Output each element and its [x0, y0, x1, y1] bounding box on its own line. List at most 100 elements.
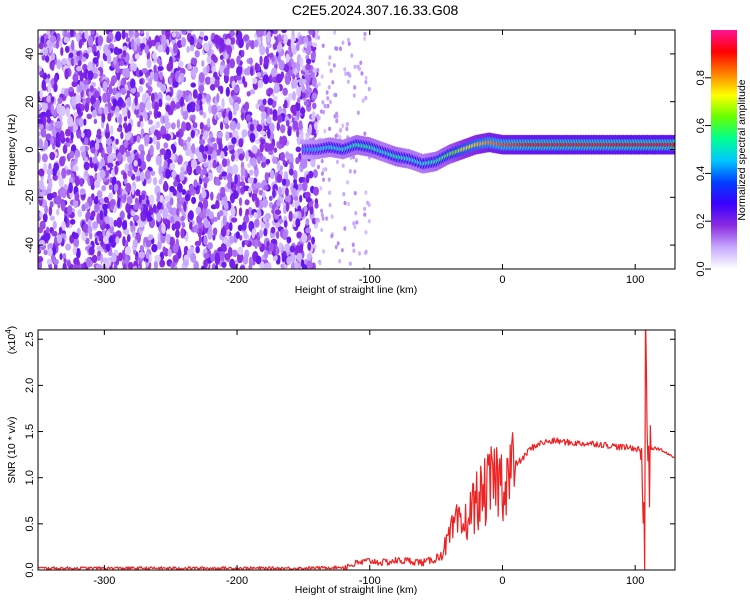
noise-speckle — [84, 168, 88, 178]
noise-speckle — [64, 128, 71, 137]
noise-speckle — [38, 139, 44, 149]
noise-speckle — [220, 227, 227, 237]
noise-speckle — [175, 131, 181, 138]
noise-speckle — [92, 57, 99, 64]
noise-speckle — [261, 192, 266, 199]
noise-speckle — [131, 184, 135, 196]
noise-speckle — [67, 116, 74, 127]
noise-speckle — [297, 183, 304, 191]
noise-speckle — [169, 216, 175, 224]
noise-speckle — [198, 139, 206, 145]
noise-speckle — [84, 137, 89, 146]
noise-speckle — [56, 103, 61, 115]
noise-speckle — [234, 150, 239, 158]
noise-speckle — [81, 132, 85, 138]
noise-speckle — [184, 193, 191, 202]
noise-speckle — [233, 237, 238, 243]
noise-speckle — [348, 261, 352, 266]
noise-speckle — [272, 115, 278, 121]
noise-speckle — [266, 36, 271, 43]
noise-speckle — [284, 243, 291, 255]
noise-speckle — [308, 30, 314, 36]
noise-speckle — [289, 155, 294, 165]
noise-speckle — [90, 30, 95, 36]
noise-speckle — [38, 256, 44, 263]
noise-speckle — [47, 243, 53, 249]
noise-speckle — [363, 206, 367, 212]
noise-speckle — [181, 188, 187, 195]
noise-speckle — [263, 55, 270, 66]
noise-speckle — [290, 38, 295, 50]
noise-speckle — [165, 168, 171, 180]
noise-speckle — [100, 158, 105, 167]
noise-speckle — [116, 73, 121, 81]
noise-speckle — [231, 249, 238, 258]
noise-speckle — [94, 99, 101, 107]
noise-speckle — [88, 246, 95, 256]
noise-speckle — [106, 144, 113, 155]
noise-speckle — [212, 227, 218, 236]
noise-speckle — [52, 191, 58, 198]
noise-speckle — [109, 224, 114, 235]
noise-speckle — [334, 244, 338, 250]
noise-speckle — [256, 155, 261, 165]
noise-speckle — [275, 231, 280, 239]
noise-speckle — [131, 102, 136, 112]
noise-speckle — [358, 251, 362, 256]
x-tick-label: -300 — [93, 274, 115, 286]
noise-speckle — [304, 90, 310, 99]
noise-speckle — [189, 184, 195, 193]
noise-speckle — [137, 121, 141, 128]
noise-speckle — [122, 263, 127, 269]
noise-speckle — [242, 34, 250, 42]
noise-speckle — [197, 151, 203, 163]
noise-speckle — [117, 197, 121, 209]
noise-speckle — [46, 73, 51, 79]
noise-speckle — [244, 101, 249, 112]
noise-speckle — [46, 95, 52, 103]
noise-speckle — [366, 200, 370, 205]
noise-speckle — [251, 181, 258, 191]
noise-speckle — [232, 190, 239, 200]
noise-speckle — [285, 193, 291, 205]
noise-speckle — [315, 129, 319, 134]
noise-speckle — [70, 57, 75, 67]
noise-speckle — [347, 41, 351, 46]
noise-speckle — [311, 111, 316, 122]
noise-speckle — [138, 221, 145, 228]
noise-speckle — [109, 198, 116, 207]
noise-speckle — [251, 145, 258, 154]
noise-speckle — [341, 40, 345, 45]
noise-speckle — [273, 30, 278, 34]
noise-speckle — [169, 262, 175, 269]
noise-speckle — [108, 192, 113, 200]
noise-speckle — [239, 148, 244, 154]
noise-speckle — [203, 42, 210, 52]
noise-speckle — [193, 224, 198, 233]
noise-speckle — [341, 163, 345, 168]
noise-speckle — [163, 160, 168, 168]
noise-speckle — [78, 85, 83, 93]
noise-speckle — [69, 30, 74, 38]
noise-speckle — [120, 87, 127, 95]
noise-speckle — [284, 64, 290, 73]
noise-speckle — [248, 263, 253, 269]
spectrogram-y-label: Frequency (Hz) — [6, 114, 18, 186]
noise-speckle — [250, 39, 255, 50]
noise-speckle — [251, 228, 256, 239]
noise-speckle — [203, 162, 208, 168]
noise-speckle — [161, 30, 165, 36]
noise-speckle — [281, 135, 288, 146]
noise-speckle — [316, 30, 320, 33]
noise-speckle — [248, 186, 252, 193]
noise-speckle — [303, 206, 308, 213]
noise-speckle — [346, 79, 350, 85]
noise-speckle — [182, 30, 187, 36]
noise-speckle — [102, 203, 109, 211]
noise-speckle — [359, 60, 363, 65]
noise-speckle — [262, 98, 267, 106]
noise-speckle — [291, 188, 297, 197]
noise-speckle — [259, 45, 266, 56]
noise-speckle — [96, 49, 100, 60]
noise-speckle — [259, 104, 265, 112]
